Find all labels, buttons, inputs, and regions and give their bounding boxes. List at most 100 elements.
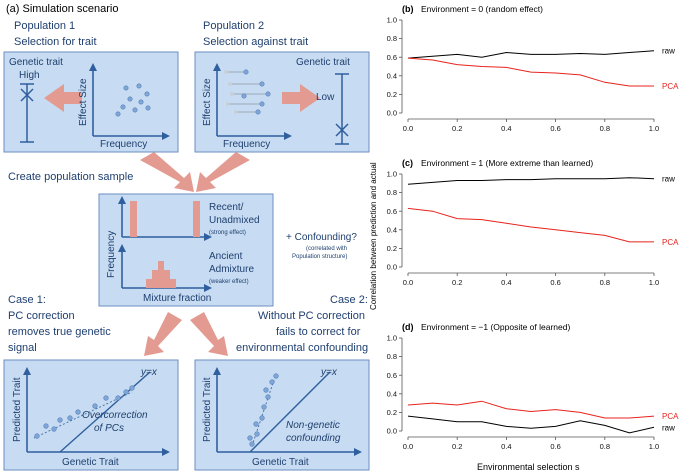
- chart-panel-label: (b): [402, 4, 414, 14]
- y-tick-label: 0.8: [387, 352, 397, 361]
- series-line-raw: [408, 178, 654, 185]
- case1-yx-label: y=x: [140, 367, 158, 378]
- x-tick-label: 0.8: [600, 124, 610, 133]
- chart-title: Environment = 1 (More extreme than learn…: [421, 158, 593, 168]
- ancient-label-1: Ancient: [209, 251, 243, 262]
- series-label-pca: PCA: [662, 82, 679, 91]
- x-tick-label: 0.2: [452, 442, 462, 451]
- sample-box: Frequency Recent/ Unadmixed (strong effe…: [99, 194, 273, 306]
- chart-d: 0.0 0.2 0.4 0.6 0.8 1.0 0.0 0.2 0.4 0.6 0.8 1.0 (d) E…: [387, 322, 680, 451]
- y-tick-label: 0.6: [387, 207, 397, 216]
- x-tick-label: 0.2: [452, 278, 462, 287]
- confounding-label: + Confounding?: [286, 232, 357, 243]
- x-tick-label: 0.6: [550, 442, 560, 451]
- pop1-genetic-trait-label: Genetic trait: [9, 57, 63, 68]
- x-tick-label: 0.6: [550, 124, 560, 133]
- mixture-fraction-label: Mixture fraction: [143, 293, 211, 304]
- x-tick-label: 1.0: [649, 124, 659, 133]
- chart-panel-label: (d): [402, 322, 414, 332]
- case2-arrow: [190, 312, 228, 356]
- x-tick-label: 0.8: [600, 442, 610, 451]
- series-line-pca: [408, 58, 654, 86]
- pop2-effect-size-label: Effect Size: [202, 78, 213, 126]
- figure: (a) Simulation scenario Population 1 Sel…: [0, 0, 682, 475]
- series-label-raw: raw: [662, 175, 675, 184]
- series-line-raw: [408, 416, 654, 433]
- case2-yx-label: y=x: [320, 367, 338, 378]
- recent-note: (strong effect): [209, 230, 246, 236]
- shared-y-axis-label: Correlation between prediction and actua…: [369, 162, 378, 310]
- x-tick-label: 0.8: [600, 278, 610, 287]
- x-tick-label: 0.6: [550, 278, 560, 287]
- pop1-effect-size-label: Effect Size: [78, 78, 89, 126]
- y-tick-label: 1.0: [387, 170, 397, 179]
- x-tick-label: 0.4: [501, 442, 511, 451]
- case2-xlabel: Genetic Trait: [252, 457, 309, 468]
- y-tick-label: 0.6: [387, 371, 397, 380]
- case1-note-1: Overcorrection: [82, 410, 148, 421]
- case2-line3: fails to correct for: [276, 326, 361, 338]
- series-line-pca: [408, 208, 654, 242]
- y-tick-label: 0.2: [387, 90, 397, 99]
- ancient-label-2: Admixture: [209, 264, 254, 275]
- series-label-pca: PCA: [662, 412, 679, 421]
- case2-note-2: confounding: [286, 433, 341, 444]
- sample-frequency-label: Frequency: [106, 231, 117, 278]
- pop2-genetic-trait-label: Genetic trait: [296, 57, 350, 68]
- case1-line3: removes true genetic: [8, 326, 111, 338]
- y-tick-label: 1.0: [387, 16, 397, 25]
- chart-title: Environment = 0 (random effect): [421, 4, 543, 14]
- recent-label-2: Unadmixed: [209, 215, 260, 226]
- pop2-subtitle: Selection against trait: [203, 36, 308, 48]
- y-tick-label: 0.0: [387, 109, 397, 118]
- panel-a: (a) Simulation scenario Population 1 Sel…: [4, 3, 369, 470]
- y-tick-label: 0.4: [387, 225, 397, 234]
- x-tick-label: 0.2: [452, 124, 462, 133]
- x-tick-label: 0.4: [501, 278, 511, 287]
- pop2-box: Genetic trait Effect Size Frequency Low: [195, 52, 369, 152]
- series-label-raw: raw: [662, 423, 675, 432]
- x-tick-label: 0.0: [403, 124, 413, 133]
- pop1-to-sample-arrow: [140, 152, 194, 192]
- series-label-raw: raw: [662, 47, 675, 56]
- y-tick-label: 0.6: [387, 53, 397, 62]
- series-line-raw: [408, 51, 654, 58]
- confounding-note-1: (correlated with: [306, 246, 347, 252]
- x-tick-label: 1.0: [649, 278, 659, 287]
- ancient-note: (weaker effect): [209, 279, 249, 285]
- panel-a-label: (a) Simulation scenario: [6, 3, 119, 15]
- chart-c: 0.00.20.40.60.81.00.0 0.2 0.4 0.6 0.8 1.0(c) E…: [387, 158, 680, 287]
- chart-title: Environment = −1 (Opposite of learned): [421, 322, 570, 332]
- series-label-pca: PCA: [662, 238, 679, 247]
- case2-line2: Without PC correction: [258, 310, 365, 322]
- high-label: High: [19, 70, 40, 81]
- y-tick-label: 0.8: [387, 188, 397, 197]
- y-tick-label: 0.0: [387, 427, 397, 436]
- chart-b: 0.0 0.2 0.4 0.6 0.8 1.0 0.0 0.2 0.4 0.6 0.8 1.0 (b) E…: [387, 4, 680, 133]
- pop2-title: Population 2: [203, 20, 264, 32]
- confounding-note-2: Population structure): [292, 254, 347, 260]
- y-tick-label: 0.8: [387, 34, 397, 43]
- case1-box: y=x Predicted Trait Genetic Trait Overco…: [4, 360, 178, 470]
- x-tick-label: 0.0: [403, 278, 413, 287]
- create-sample-label: Create population sample: [8, 171, 133, 183]
- y-tick-label: 0.0: [387, 263, 397, 272]
- case2-note-1: Non-genetic: [286, 420, 340, 431]
- case1-line1: Case 1:: [8, 294, 46, 306]
- case1-xlabel: Genetic Trait: [62, 457, 119, 468]
- case2-line4: environmental confounding: [236, 342, 368, 354]
- x-tick-label: 0.0: [403, 442, 413, 451]
- recent-bar-right: [193, 201, 200, 237]
- y-tick-label: 0.2: [387, 408, 397, 417]
- case1-arrow: [144, 312, 182, 356]
- pop2-frequency-label: Frequency: [223, 139, 270, 150]
- pop1-box: Genetic trait High Effect Size Frequency: [4, 52, 178, 152]
- y-tick-label: 0.2: [387, 244, 397, 253]
- case1-note-2: of PCs: [94, 423, 124, 434]
- pop1-title: Population 1: [14, 20, 75, 32]
- x-tick-label: 0.4: [501, 124, 511, 133]
- case2-box: y=x Predicted Trait Genetic Trait Non-ge…: [195, 360, 369, 470]
- case1-ylabel: Predicted Trait: [12, 377, 23, 442]
- pop1-frequency-label: Frequency: [100, 139, 147, 150]
- line-charts: 0.0 0.2 0.4 0.6 0.8 1.0 0.0 0.2 0.4 0.6 0.8 1.0 (b) E…: [387, 4, 680, 451]
